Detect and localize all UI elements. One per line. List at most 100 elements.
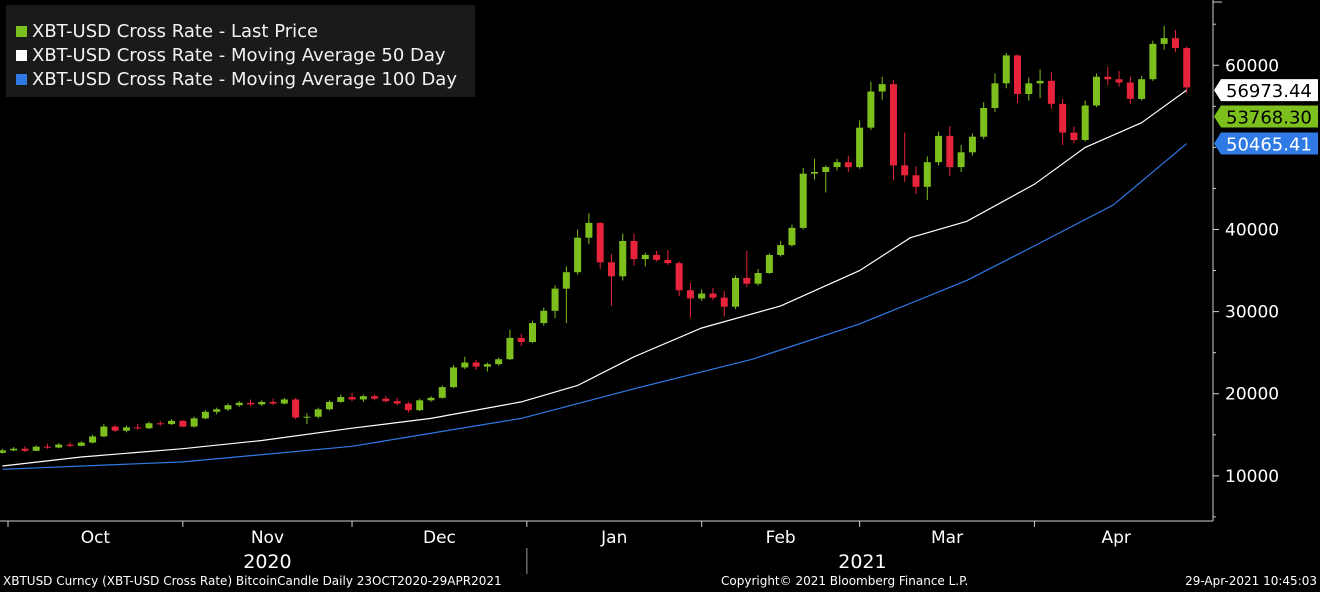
candle-body bbox=[777, 245, 785, 255]
candle bbox=[359, 394, 367, 402]
candle bbox=[89, 434, 97, 444]
ma50-layer bbox=[2, 89, 1188, 467]
candle bbox=[743, 250, 751, 287]
candle-body bbox=[201, 411, 209, 419]
candle bbox=[77, 441, 85, 447]
candle bbox=[799, 167, 807, 230]
candle-body bbox=[574, 237, 582, 273]
candle bbox=[213, 407, 221, 415]
candle bbox=[1047, 71, 1055, 109]
candle-body bbox=[901, 165, 909, 176]
candle-body bbox=[66, 444, 74, 446]
candle bbox=[878, 76, 886, 100]
candle bbox=[991, 73, 999, 113]
last-value-tag: 56973.44 bbox=[1214, 79, 1318, 102]
candle-body bbox=[325, 401, 333, 410]
candle bbox=[856, 120, 864, 169]
last-value-tag-label: 50465.41 bbox=[1226, 135, 1312, 156]
candle-body bbox=[912, 175, 920, 187]
candle bbox=[382, 396, 390, 403]
candle bbox=[912, 166, 920, 195]
candle-body bbox=[168, 420, 176, 425]
candle-body bbox=[359, 396, 367, 400]
chart-legend: XBT-USD Cross Rate - Last Price XBT-USD … bbox=[6, 5, 475, 97]
candle-body bbox=[55, 444, 63, 448]
candle bbox=[472, 360, 480, 370]
candle bbox=[1115, 71, 1123, 87]
candle-body bbox=[856, 127, 864, 168]
candle bbox=[122, 425, 130, 433]
candle-body bbox=[1025, 83, 1033, 95]
y-tick-label: 30000 bbox=[1225, 303, 1279, 323]
candle-body bbox=[77, 442, 85, 446]
ma100-layer bbox=[2, 143, 1188, 470]
candle bbox=[483, 362, 491, 372]
legend-label-ma100: XBT-USD Cross Rate - Moving Average 100 … bbox=[32, 69, 457, 90]
candle-body bbox=[32, 446, 40, 451]
legend-item-ma50: XBT-USD Cross Rate - Moving Average 50 D… bbox=[16, 45, 446, 67]
candle-body bbox=[10, 448, 18, 451]
candle-body bbox=[540, 310, 548, 324]
candle-body bbox=[427, 397, 435, 401]
candle-body bbox=[867, 91, 875, 128]
candle-body bbox=[382, 398, 390, 402]
candle bbox=[134, 424, 142, 430]
candle bbox=[32, 445, 40, 452]
candle bbox=[720, 291, 728, 317]
candle-body bbox=[213, 409, 221, 412]
legend-item-last-price: XBT-USD Cross Rate - Last Price bbox=[16, 21, 318, 43]
candle-body bbox=[1160, 38, 1168, 44]
candle bbox=[1171, 29, 1179, 53]
candle-body bbox=[1126, 82, 1134, 99]
ma100-line bbox=[2, 143, 1188, 470]
candle-body bbox=[923, 162, 931, 187]
ma50-line bbox=[2, 89, 1188, 467]
candle bbox=[190, 416, 198, 428]
candle-body bbox=[190, 418, 198, 427]
candle bbox=[427, 396, 435, 402]
candle-body bbox=[664, 259, 672, 264]
candle bbox=[258, 400, 266, 407]
candle bbox=[21, 446, 29, 453]
candle-body bbox=[303, 416, 311, 418]
candle bbox=[393, 397, 401, 406]
candle bbox=[280, 397, 288, 405]
candle bbox=[1149, 40, 1157, 81]
candle-body bbox=[224, 405, 232, 410]
candle-body bbox=[675, 263, 683, 291]
candle bbox=[901, 132, 909, 182]
y-tick-label: 20000 bbox=[1225, 385, 1279, 405]
candle bbox=[788, 224, 796, 247]
candle bbox=[292, 397, 300, 420]
candle-body bbox=[709, 293, 717, 298]
candle bbox=[168, 419, 176, 425]
candle bbox=[1002, 52, 1010, 89]
candle-body bbox=[506, 337, 514, 360]
candle-body bbox=[21, 448, 29, 451]
candle-body bbox=[1092, 76, 1100, 106]
legend-swatch-ma50 bbox=[16, 50, 27, 61]
candle bbox=[348, 392, 356, 402]
candle bbox=[844, 155, 852, 173]
candle bbox=[1160, 25, 1168, 50]
candle-body bbox=[551, 288, 559, 311]
candle bbox=[754, 268, 762, 286]
candle bbox=[461, 356, 469, 370]
candle-body bbox=[517, 337, 525, 342]
candle bbox=[1036, 69, 1044, 99]
candle bbox=[201, 410, 209, 420]
candle-body bbox=[0, 450, 6, 453]
candle bbox=[709, 287, 717, 301]
candle bbox=[698, 289, 706, 301]
candle bbox=[1070, 126, 1078, 144]
candle bbox=[450, 364, 458, 388]
candle bbox=[641, 252, 649, 267]
candle-body bbox=[788, 227, 796, 246]
candle-body bbox=[438, 387, 446, 398]
candle bbox=[980, 102, 988, 140]
candle bbox=[732, 275, 740, 310]
candle-body bbox=[1138, 79, 1146, 99]
candle bbox=[495, 357, 503, 366]
candle bbox=[1126, 76, 1134, 104]
candle bbox=[619, 233, 627, 281]
